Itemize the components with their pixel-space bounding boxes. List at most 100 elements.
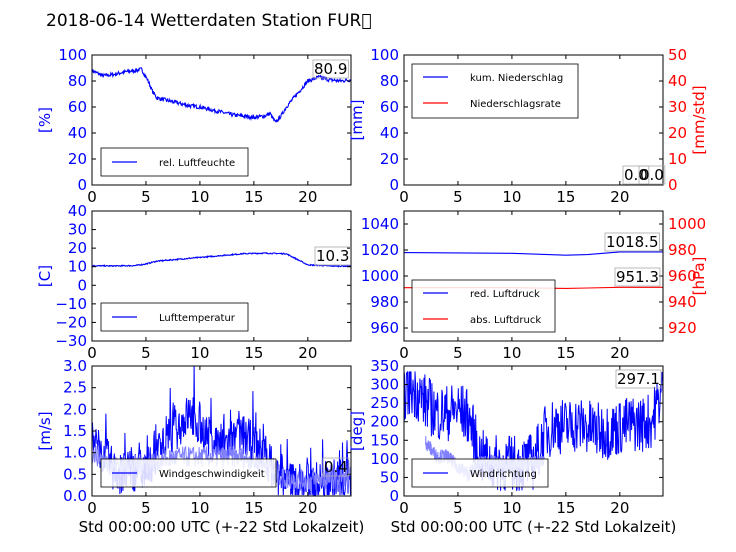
last-value-label: 1018.5	[606, 233, 659, 251]
x-tick-label: 10	[502, 188, 521, 206]
legend: Lufttemperatur	[100, 302, 249, 332]
y-axis-label: [m/s]	[36, 411, 54, 450]
x-tick-label: 10	[502, 499, 521, 517]
y-tick-label: 980	[370, 293, 399, 311]
y-tick-label: 10	[68, 258, 87, 276]
last-value-box	[312, 59, 349, 79]
y-tick-label: 1.5	[63, 422, 87, 440]
y-axis-label: [%]	[36, 107, 54, 133]
x-tick-label: 15	[244, 344, 263, 362]
y-tick-label: 60	[380, 98, 399, 116]
y-tick-label: 250	[370, 394, 399, 412]
figure-title: 2018-06-14 Wetterdaten Station FUR 	[46, 11, 372, 31]
y-tick-label: 20	[380, 150, 399, 168]
y2-tick-label: 10	[668, 150, 687, 168]
chart-pressure: 0 5 10 15 20 960 980 1000 1020 1040 920 940 960 980 10…	[361, 210, 708, 362]
x-tick-label: 0	[87, 188, 97, 206]
y-tick-label: 60	[68, 98, 87, 116]
chart-precipitation: 0 5 10 15 20 0 20 40 60 80 100 0 10 20 30 40 50 [mm] [mm/s…	[348, 46, 708, 206]
x-tick-label: 5	[453, 188, 463, 206]
y-tick-label: 80	[380, 72, 399, 90]
y-tick-label: 150	[370, 431, 399, 449]
x-tick-label: 5	[453, 344, 463, 362]
legend-entry: Windgeschwindigkeit	[159, 469, 265, 480]
last-value-box	[615, 369, 662, 389]
y-tick-label: 100	[370, 450, 399, 468]
x-tick-label: 5	[453, 499, 463, 517]
x-tick-label: 0	[399, 499, 409, 517]
y2-tick-label: 40	[668, 72, 687, 90]
x-tick-label: 20	[298, 344, 317, 362]
series-line-pressure-0	[404, 251, 663, 256]
x-tick-label: 15	[244, 499, 263, 517]
chart-humidity: 0 5 10 15 20 0 20 40 60 80 100 [%] rel. Luftfeuchte 8…	[36, 46, 352, 206]
y-tick-label: 0.0	[63, 487, 87, 505]
y-tick-label: 40	[68, 202, 87, 220]
last-value-box	[604, 232, 660, 252]
x-tick-label: 0	[399, 188, 409, 206]
y2-axis-label: [mm/std]	[690, 85, 708, 154]
legend-entry: Niederschlagsrate	[470, 99, 561, 110]
chart-temperature: 0 5 10 15 20−30−20−10010203040[C]Lufttempera…	[36, 202, 352, 362]
series-line-temperature-0	[92, 251, 351, 268]
y2-tick-label: 980	[668, 241, 697, 259]
legend: kum. Niederschlag Niederschlagsrate	[411, 63, 579, 119]
y-tick-label: 2.5	[63, 379, 87, 397]
y2-tick-label: 960	[668, 267, 697, 285]
last-value-label: 10.3	[316, 247, 349, 265]
y-tick-label: 1000	[361, 267, 399, 285]
series-line-winddirection-0	[404, 371, 663, 491]
legend: Windrichtung	[411, 458, 549, 488]
legend-box	[411, 63, 579, 119]
y-tick-label: 20	[68, 150, 87, 168]
x-tick-label: 10	[190, 344, 209, 362]
y-tick-label: 100	[58, 46, 87, 64]
y-tick-label: 0.5	[63, 465, 87, 483]
last-value-box	[638, 165, 666, 185]
last-value-label: 0.4	[324, 458, 348, 476]
x-tick-label: 20	[610, 344, 629, 362]
x-tick-label: 20	[610, 499, 629, 517]
y-tick-label: −20	[55, 313, 87, 331]
y-tick-label: 0	[389, 176, 399, 194]
y-tick-label: 50	[380, 468, 399, 486]
last-value-box	[622, 165, 650, 185]
y-tick-label: 2.0	[63, 400, 87, 418]
y-tick-label: 200	[370, 413, 399, 431]
y2-axis-label: [hPa]	[690, 257, 708, 296]
legend-entry: Lufttemperatur	[159, 313, 236, 324]
last-value-label: 951.3	[616, 268, 659, 286]
legend: red. Luftdruck abs. Luftdruck	[411, 279, 556, 333]
x-tick-label: 10	[502, 344, 521, 362]
y-tick-label: 300	[370, 376, 399, 394]
x-tick-label: 5	[141, 344, 151, 362]
y2-tick-label: 940	[668, 293, 697, 311]
y-axis-label: [C]	[36, 265, 54, 287]
x-tick-label: 20	[298, 499, 317, 517]
y2-tick-label: 1000	[668, 215, 706, 233]
x-tick-label: 10	[190, 188, 209, 206]
plot-frame	[91, 210, 352, 342]
legend-entry: Windrichtung	[470, 469, 537, 480]
y-tick-label: 0	[389, 487, 399, 505]
y-tick-label: 3.0	[63, 357, 87, 375]
chart-wind: 0 5 10 15 20 0.0 0.5 1.0 1.5 2.0 2.5 3.0 [m/s] Std 00…	[36, 357, 364, 536]
plot-frame	[91, 54, 352, 186]
y-tick-label: 960	[370, 319, 399, 337]
y-tick-label: 40	[68, 124, 87, 142]
y-axis-label: [deg]	[348, 411, 366, 451]
last-value-label: 0.0	[624, 166, 648, 184]
legend-entry: kum. Niederschlag	[470, 73, 563, 84]
x-tick-label: 0	[399, 344, 409, 362]
y-tick-label: 80	[68, 72, 87, 90]
legend-entry: abs. Luftdruck	[470, 315, 541, 326]
plot-frame	[403, 54, 664, 186]
legend-entry: rel. Luftfeuchte	[159, 158, 235, 169]
y-tick-label: 1040	[361, 215, 399, 233]
y-tick-label: 20	[68, 239, 87, 257]
legend-entry: red. Luftdruck	[470, 289, 540, 300]
x-tick-label: 10	[190, 499, 209, 517]
